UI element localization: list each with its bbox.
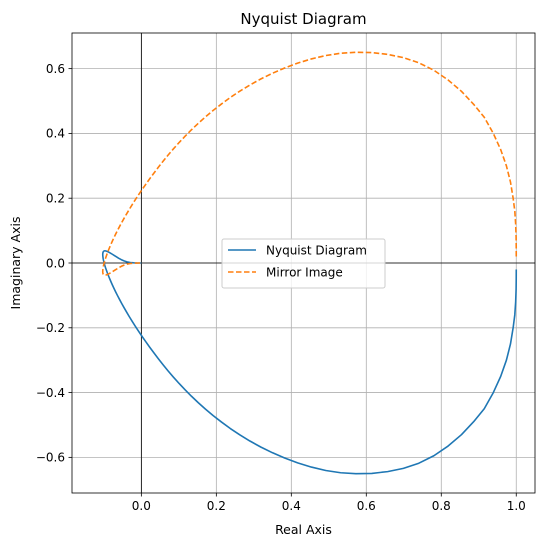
y-tick-label: −0.6 <box>36 451 65 465</box>
x-tick-label: 0.0 <box>132 499 151 513</box>
y-tick-label: −0.2 <box>36 321 65 335</box>
x-tick-label: 0.8 <box>432 499 451 513</box>
y-tick-label: −0.4 <box>36 386 65 400</box>
legend-label-mirror: Mirror Image <box>266 266 343 280</box>
y-tick-label: 0.2 <box>46 192 65 206</box>
y-tick-label: 0.4 <box>46 127 65 141</box>
grid <box>72 33 535 493</box>
legend-label-nyquist: Nyquist Diagram <box>266 244 367 258</box>
legend-box <box>221 238 386 289</box>
x-tick-label: 0.6 <box>357 499 376 513</box>
series-line-nyquist <box>101 250 518 475</box>
x-tick-label: 0.4 <box>282 499 301 513</box>
x-tick-label: 0.2 <box>207 499 226 513</box>
legend: Nyquist Diagram Mirror Image <box>221 238 386 289</box>
y-tick-label: 0.6 <box>46 62 65 76</box>
x-axis-label: Real Axis <box>275 522 332 537</box>
x-tick-label: 1.0 <box>507 499 526 513</box>
x-ticks: 0.0 0.2 0.4 0.6 0.8 1.0 <box>132 493 526 513</box>
y-axis-label: Imaginary Axis <box>8 217 23 310</box>
y-ticks: −0.6 −0.4 −0.2 0.0 0.2 0.4 0.6 <box>36 62 72 465</box>
series-line-mirror <box>101 51 518 276</box>
series-group <box>101 51 518 475</box>
chart-title: Nyquist Diagram <box>240 10 366 28</box>
y-tick-label: 0.0 <box>46 256 65 270</box>
